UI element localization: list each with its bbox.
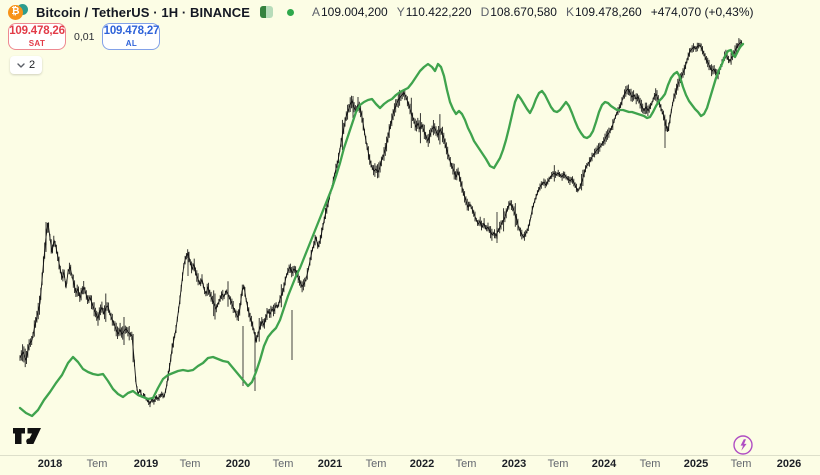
axis-tick-month: Tem <box>179 458 201 470</box>
sell-label: SAT <box>28 38 46 48</box>
sell-button[interactable]: 109.478,26 SAT <box>8 23 66 50</box>
axis-tick-month: Tem <box>455 458 477 470</box>
time-axis-separator <box>0 455 820 456</box>
symbol-title[interactable]: Bitcoin / TetherUS · 1H · BINANCE <box>36 4 250 20</box>
axis-tick-month: Tem <box>730 458 752 470</box>
axis-tick-year: 2022 <box>409 458 435 470</box>
price-change: +474,070 (+0,43%) <box>650 5 754 19</box>
bitcoin-logo-icon: ₿ <box>8 3 30 21</box>
axis-tick-month: Tem <box>547 458 569 470</box>
ohlc-high: Y110.422,220 <box>396 5 472 19</box>
lightning-icon <box>733 435 753 455</box>
axis-tick-year: 2023 <box>501 458 527 470</box>
trade-panel: 109.478,26 SAT 0,01 109.478,27 AL <box>8 23 161 50</box>
sell-price: 109.478,26 <box>9 25 65 38</box>
axis-tick-year: 2018 <box>37 458 63 470</box>
axis-tick-month: Tem <box>272 458 294 470</box>
ohlc-readout: A109.004,200 Y110.422,220 D108.670,580 K… <box>312 5 754 19</box>
object-tree-button[interactable]: 2 <box>10 56 43 74</box>
axis-tick-year: 2026 <box>776 458 802 470</box>
symbol-header: ₿ Bitcoin / TetherUS · 1H · BINANCE A109… <box>8 3 753 21</box>
chevron-down-icon <box>17 62 25 68</box>
tradingview-logo-icon[interactable] <box>12 426 44 451</box>
ohlc-low: D108.670,580 <box>480 5 557 19</box>
flash-lightning-button[interactable] <box>732 434 754 456</box>
axis-tick-month: Tem <box>365 458 387 470</box>
buy-button[interactable]: 109.478,27 AL <box>102 23 161 50</box>
axis-tick-year: 2019 <box>133 458 159 470</box>
btc-glyph: ₿ <box>8 4 23 20</box>
buy-label: AL <box>125 38 138 48</box>
time-axis[interactable]: 2018 Tem 2019 Tem 2020 Tem 2021 Tem 2022 Tem 2023 T… <box>0 457 820 475</box>
axis-tick-year: 2024 <box>591 458 617 470</box>
ohlc-open: A109.004,200 <box>311 5 388 19</box>
axis-tick-year: 2020 <box>225 458 251 470</box>
spread-value: 0,01 <box>74 30 95 43</box>
axis-tick-month: Tem <box>86 458 108 470</box>
buy-price: 109.478,27 <box>103 25 160 38</box>
candle-style-icon[interactable] <box>259 6 273 18</box>
axis-tick-year: 2025 <box>683 458 709 470</box>
ohlc-close: K109.478,260 <box>565 5 642 19</box>
axis-tick-month: Tem <box>639 458 661 470</box>
object-count: 2 <box>29 59 36 71</box>
market-open-dot-icon <box>286 8 294 16</box>
axis-tick-year: 2021 <box>317 458 343 470</box>
